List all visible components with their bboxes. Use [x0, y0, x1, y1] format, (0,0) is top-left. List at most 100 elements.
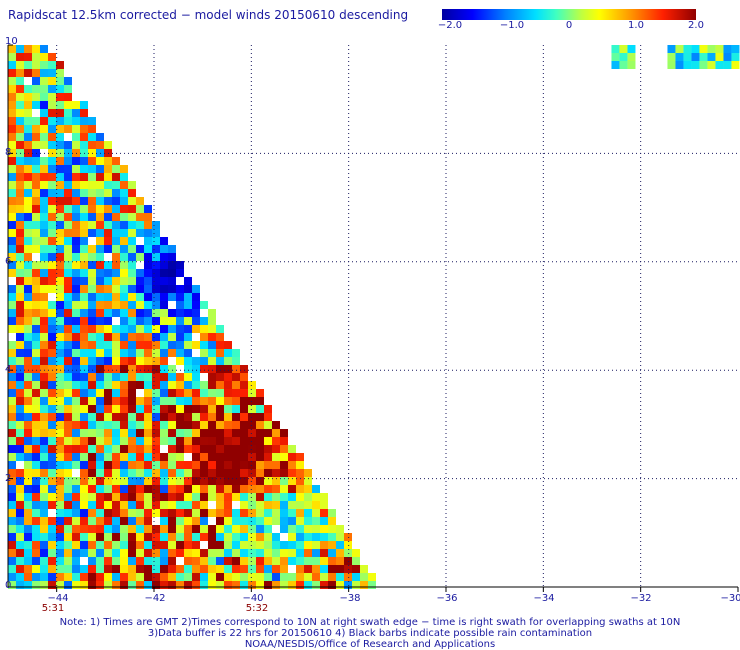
heatmap-cell	[184, 293, 192, 301]
heatmap-cell	[8, 429, 16, 437]
heatmap-cell	[32, 133, 40, 141]
heatmap-cell	[312, 549, 320, 557]
heatmap-cell	[120, 437, 128, 445]
heatmap-cell	[72, 141, 80, 149]
heatmap-cell	[56, 237, 64, 245]
heatmap-cell	[176, 421, 184, 429]
heatmap-cell	[168, 509, 176, 517]
heatmap-cell	[691, 61, 700, 69]
heatmap-cell	[80, 405, 88, 413]
heatmap-cell	[192, 413, 200, 421]
heatmap-cell	[192, 445, 200, 453]
heatmap-cell	[16, 517, 24, 525]
heatmap-cell	[168, 389, 176, 397]
heatmap-cell	[80, 397, 88, 405]
heatmap-cell	[64, 237, 72, 245]
heatmap-cell	[184, 461, 192, 469]
heatmap-cell	[32, 333, 40, 341]
heatmap-cell	[312, 565, 320, 573]
heatmap-cell	[176, 549, 184, 557]
heatmap-cell	[72, 101, 80, 109]
heatmap-cell	[88, 445, 96, 453]
heatmap-cell	[96, 477, 104, 485]
heatmap-cell	[120, 405, 128, 413]
heatmap-cell	[64, 253, 72, 261]
heatmap-cell	[272, 477, 280, 485]
heatmap-cell	[128, 269, 136, 277]
heatmap-cell	[40, 365, 48, 373]
heatmap-cell	[232, 573, 240, 581]
heatmap-cell	[320, 501, 328, 509]
heatmap-cell	[48, 565, 56, 573]
heatmap-cell	[192, 309, 200, 317]
grid-lines	[8, 45, 738, 587]
heatmap-cell	[675, 45, 684, 53]
heatmap-cell	[8, 397, 16, 405]
heatmap-cell	[328, 533, 336, 541]
heatmap-cell	[104, 189, 112, 197]
heatmap-cell	[136, 469, 144, 477]
heatmap-cell	[152, 493, 160, 501]
heatmap-cell	[80, 317, 88, 325]
heatmap-cell	[304, 477, 312, 485]
heatmap-cell	[104, 565, 112, 573]
heatmap-cell	[24, 317, 32, 325]
heatmap-cell	[80, 213, 88, 221]
heatmap-cell	[16, 445, 24, 453]
heatmap-cell	[328, 557, 336, 565]
heatmap-cell	[16, 77, 24, 85]
heatmap-cell	[96, 165, 104, 173]
heatmap-cell	[16, 549, 24, 557]
heatmap-cell	[32, 365, 40, 373]
heatmap-cell	[264, 421, 272, 429]
heatmap-cell	[104, 317, 112, 325]
heatmap-cell	[288, 557, 296, 565]
heatmap-cell	[48, 205, 56, 213]
heatmap-cell	[40, 261, 48, 269]
heatmap-cell	[120, 525, 128, 533]
heatmap-cell	[88, 253, 96, 261]
heatmap-cell	[56, 517, 64, 525]
heatmap-cell	[176, 405, 184, 413]
heatmap-cell	[16, 293, 24, 301]
heatmap-cell	[16, 221, 24, 229]
heatmap-cell	[104, 181, 112, 189]
heatmap-cell	[56, 493, 64, 501]
heatmap-cell	[192, 373, 200, 381]
heatmap-cell	[216, 341, 224, 349]
heatmap-cell	[80, 293, 88, 301]
heatmap-cell	[160, 581, 168, 589]
heatmap-cell	[144, 557, 152, 565]
heatmap-cell	[176, 573, 184, 581]
heatmap-cell	[16, 85, 24, 93]
heatmap-cell	[64, 541, 72, 549]
heatmap-cell	[160, 365, 168, 373]
heatmap-cell	[32, 85, 40, 93]
heatmap-cell	[120, 293, 128, 301]
heatmap-cell	[16, 245, 24, 253]
heatmap-cell	[232, 373, 240, 381]
heatmap-cell	[280, 453, 288, 461]
heatmap-cell	[168, 453, 176, 461]
heatmap-cell	[40, 229, 48, 237]
heatmap-cell	[240, 541, 248, 549]
heatmap-cell	[184, 557, 192, 565]
heatmap-cell	[48, 213, 56, 221]
heatmap-cell	[216, 493, 224, 501]
heatmap-cell	[96, 453, 104, 461]
heatmap-cell	[240, 453, 248, 461]
heatmap-cell	[48, 173, 56, 181]
heatmap-cell	[88, 405, 96, 413]
heatmap-cell	[256, 445, 264, 453]
heatmap-cell	[216, 581, 224, 589]
heatmap-cell	[96, 565, 104, 573]
heatmap-cell	[40, 85, 48, 93]
heatmap-cell	[200, 437, 208, 445]
heatmap-cell	[24, 413, 32, 421]
heatmap-cell	[128, 333, 136, 341]
heatmap-cell	[184, 277, 192, 285]
heatmap-cell	[248, 437, 256, 445]
heatmap-cell	[16, 141, 24, 149]
heatmap-cell	[216, 565, 224, 573]
heatmap-cell	[248, 381, 256, 389]
